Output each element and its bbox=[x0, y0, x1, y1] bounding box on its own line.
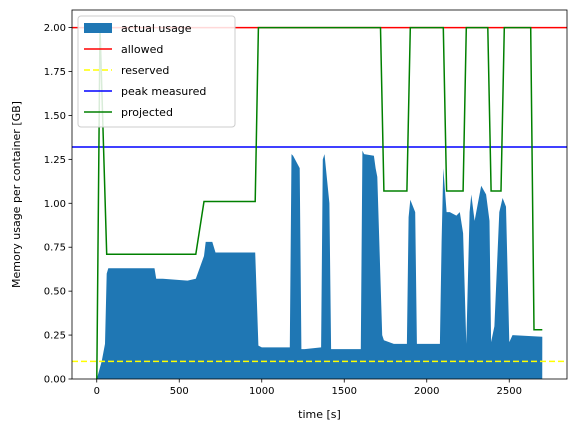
legend: actual usage allowed reserved peak measured… bbox=[77, 15, 236, 128]
axes: 0 500 1000 1500 2000 2500 0.00 0.25 0.50 0.75 1.00… bbox=[44, 9, 568, 397]
series-actual-usage-area bbox=[96, 150, 543, 379]
y-tick-label: 1.25 bbox=[44, 155, 66, 166]
legend-item-allowed: allowed bbox=[84, 43, 163, 56]
legend-item-actual-usage: actual usage bbox=[84, 22, 192, 35]
x-tick-label: 500 bbox=[170, 386, 189, 397]
y-tick-label: 2.00 bbox=[44, 23, 66, 34]
legend-frame bbox=[77, 15, 236, 128]
y-tick-label: 0.25 bbox=[44, 331, 66, 342]
legend-label-actual-usage: actual usage bbox=[121, 22, 192, 35]
legend-item-reserved: reserved bbox=[84, 64, 169, 77]
y-tick-label: 0.00 bbox=[44, 375, 66, 386]
y-tick-label: 1.50 bbox=[44, 111, 66, 122]
legend-label-projected: projected bbox=[121, 106, 173, 119]
y-tick-label: 0.75 bbox=[44, 243, 66, 254]
x-tick-label: 2500 bbox=[497, 386, 522, 397]
plot-frame bbox=[71, 9, 568, 380]
x-tick-label: 1000 bbox=[249, 386, 274, 397]
legend-label-reserved: reserved bbox=[121, 64, 169, 77]
x-tick-label: 0 bbox=[94, 386, 100, 397]
y-tick-label: 0.50 bbox=[44, 287, 66, 298]
y-tick-label: 1.75 bbox=[44, 67, 66, 78]
x-axis-label: time [s] bbox=[298, 408, 341, 421]
legend-label-allowed: allowed bbox=[121, 43, 163, 56]
x-tick-label: 1500 bbox=[332, 386, 357, 397]
series-projected-line bbox=[96, 26, 543, 379]
plot-area bbox=[72, 26, 567, 379]
y-axis-label: Memory usage per container [GB] bbox=[10, 101, 23, 288]
legend-item-peak-measured: peak measured bbox=[84, 85, 206, 98]
legend-label-peak-measured: peak measured bbox=[121, 85, 206, 98]
legend-swatch-actual-usage bbox=[84, 23, 112, 33]
y-tick-label: 1.00 bbox=[44, 199, 66, 210]
x-tick-label: 2000 bbox=[414, 386, 439, 397]
legend-item-projected: projected bbox=[84, 106, 173, 119]
